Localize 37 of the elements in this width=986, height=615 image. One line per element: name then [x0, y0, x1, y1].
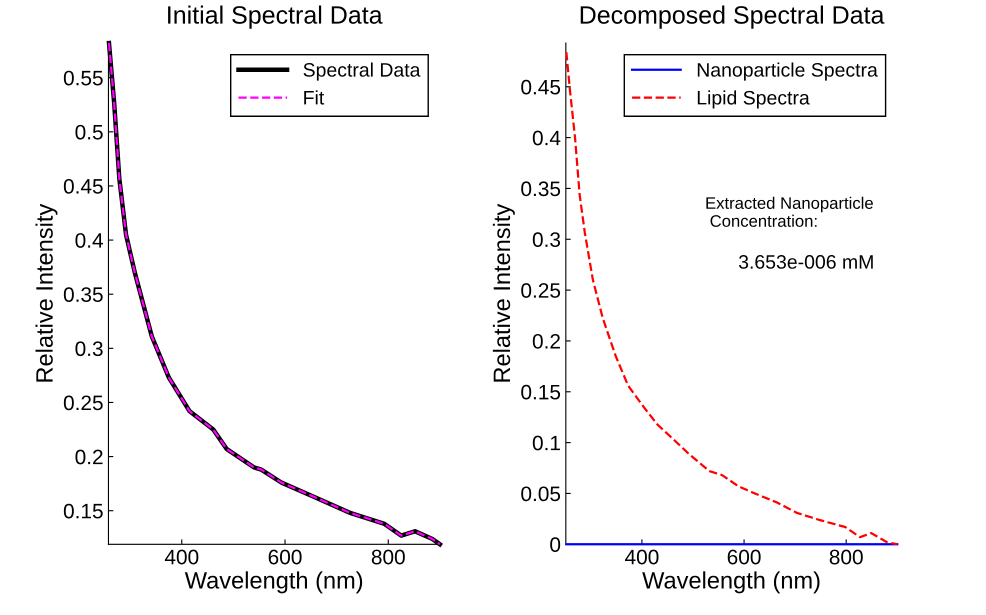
- chart-title: Decomposed Spectral Data: [580, 5, 884, 29]
- legend-label: Lipid Spectra: [698, 90, 810, 108]
- x-tick-label: 600: [268, 550, 302, 564]
- y-tick-label: 0: [550, 537, 560, 552]
- x-tick-label: 400: [164, 550, 198, 564]
- y-tick-label: 0.25: [64, 395, 103, 410]
- annotation: Extracted Nanoparticle Concentration:: [706, 196, 873, 227]
- legend-label: Spectral Data: [304, 62, 420, 81]
- y-tick-label: 0.2: [75, 450, 103, 464]
- x-tick-label: 600: [728, 550, 761, 564]
- y-tick-label: 0.1: [532, 436, 560, 450]
- y-tick-label: 0.35: [521, 181, 560, 196]
- y-tick-label: 0.45: [64, 178, 103, 194]
- y-tick-label: 0.3: [75, 341, 103, 356]
- y-tick-label: 0.55: [64, 70, 103, 86]
- x-axis-title: Wavelength (nm): [642, 571, 820, 594]
- y-tick-label: 0.25: [521, 283, 560, 298]
- y-tick-label: 0.05: [521, 486, 560, 502]
- y-tick-label: 0.15: [521, 384, 560, 400]
- y-tick-label: 0.4: [75, 233, 103, 248]
- y-tick-label: 0.35: [64, 287, 103, 302]
- y-tick-label: 0.3: [532, 232, 560, 248]
- y-tick-label: 0.15: [64, 504, 103, 518]
- x-tick-label: 400: [625, 550, 658, 564]
- y-tick-label: 0.4: [532, 130, 560, 146]
- y-tick-label: 0.45: [521, 80, 560, 95]
- y-axis-title: Relative Intensity: [35, 204, 58, 382]
- x-tick-label: 800: [830, 550, 863, 564]
- y-tick-label: 0.2: [532, 334, 560, 349]
- x-axis-title: Wavelength (nm): [184, 571, 362, 594]
- y-tick-label: 0.5: [75, 124, 103, 140]
- annotation: 3.653e-006 mM: [738, 255, 873, 269]
- legend-label: Fit: [304, 90, 324, 105]
- chart-title: Initial Spectral Data: [168, 5, 383, 29]
- x-tick-label: 800: [372, 550, 405, 564]
- legend-label: Nanoparticle Spectra: [698, 62, 878, 81]
- y-axis-title: Relative Intensity: [492, 204, 515, 382]
